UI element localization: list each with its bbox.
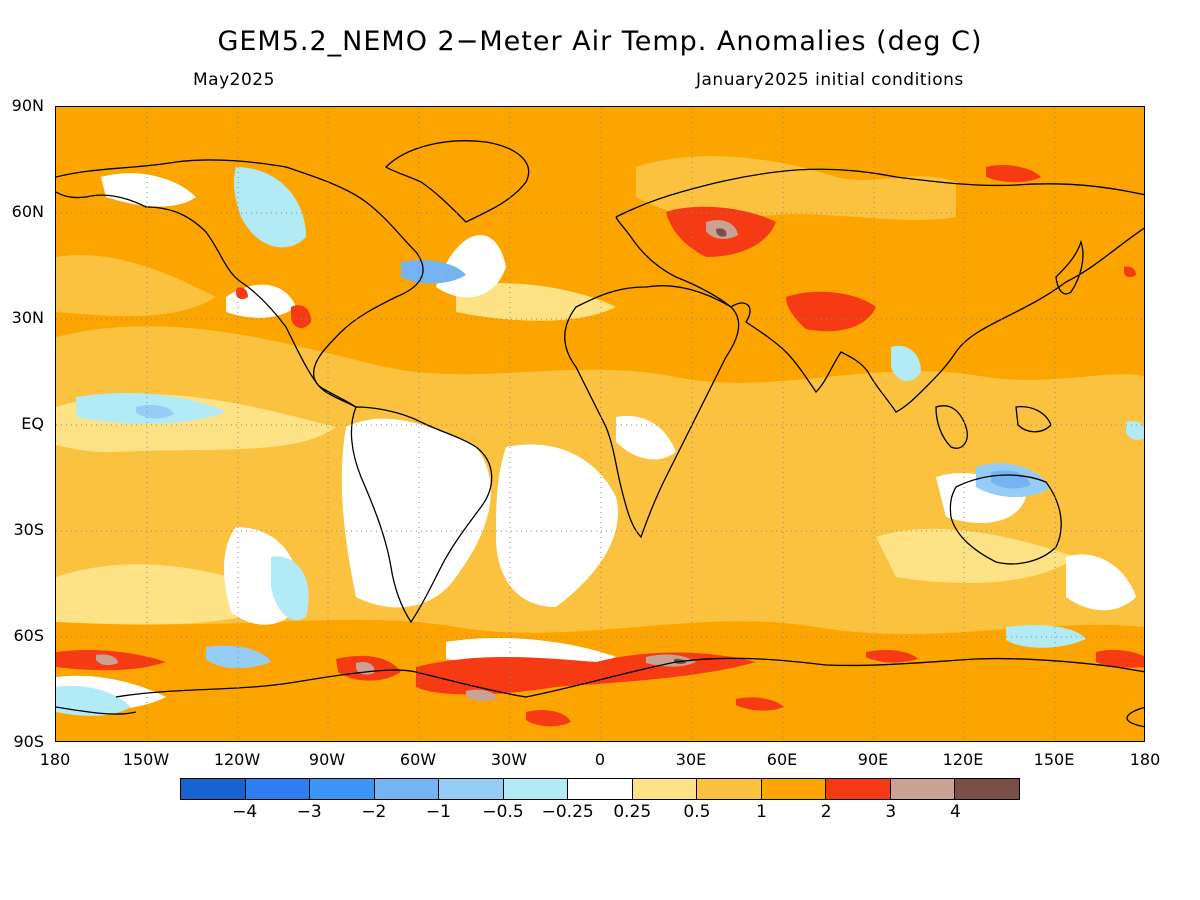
lon-label-60w: 60W [399,750,437,769]
colorbar-tick-label: 0.5 [683,802,711,822]
colorbar-swatch [761,779,827,799]
lon-label-150e: 150E [1033,750,1075,769]
lon-label-180e: 180 [1129,750,1161,769]
colorbar-swatch [181,779,246,799]
anomaly-map-svg [56,107,1144,741]
colorbar-swatch [503,779,569,799]
lon-label-30w: 30W [490,750,528,769]
lat-label-90s: 90S [13,732,44,751]
colorbar-tick-label: 0.25 [613,802,652,822]
lat-label-60s: 60S [13,626,44,645]
colorbar-swatch [310,779,375,799]
map-title: GEM5.2_NEMO 2−Meter Air Temp. Anomalies … [217,26,983,57]
colorbar-swatch [245,779,311,799]
colorbar-swatch [568,779,633,799]
lat-label-60n: 60N [11,202,44,221]
coastlines [56,140,1144,728]
colorbar-tick-label: −0.25 [541,802,594,822]
graticule [56,107,1144,741]
colorbar-tick-label: 4 [949,802,961,822]
colorbar-swatch [439,779,504,799]
anomaly-field-cool [56,167,1144,716]
colorbar-tick-label: −4 [232,802,258,822]
colorbar-swatch [955,779,1019,799]
lon-label-120e: 120E [942,750,984,769]
colorbar-swatch [826,779,891,799]
colorbar-tick-label: 3 [885,802,897,822]
lat-label-90n: 90N [11,96,44,115]
lon-label-180w: 180 [39,750,71,769]
colorbar-swatch [632,779,698,799]
colorbar-swatch [697,779,762,799]
anomaly-map [55,106,1145,742]
lon-label-0: 0 [594,750,606,769]
lat-label-30s: 30S [13,520,44,539]
colorbar-tick-label: −3 [296,802,322,822]
lat-label-30n: 30N [11,308,44,327]
lon-label-30e: 30E [675,750,707,769]
lon-label-90w: 90W [308,750,346,769]
colorbar-tick-label: 1 [756,802,767,822]
colorbar-tick-label: 2 [820,802,832,822]
valid-month-label: May2025 [193,70,275,90]
lon-label-150w: 150W [122,750,170,769]
lon-label-90e: 90E [857,750,889,769]
colorbar [180,778,1020,800]
colorbar-swatch [374,779,440,799]
colorbar-swatch [890,779,956,799]
lat-label-eq: EQ [21,414,44,433]
colorbar-tick-label: −1 [425,802,451,822]
init-conditions-label: January2025 initial conditions [696,70,964,90]
lon-label-120w: 120W [213,750,261,769]
lon-label-60e: 60E [766,750,798,769]
colorbar-tick-label: −2 [361,802,387,822]
colorbar-tick-label: −0.5 [482,802,524,822]
